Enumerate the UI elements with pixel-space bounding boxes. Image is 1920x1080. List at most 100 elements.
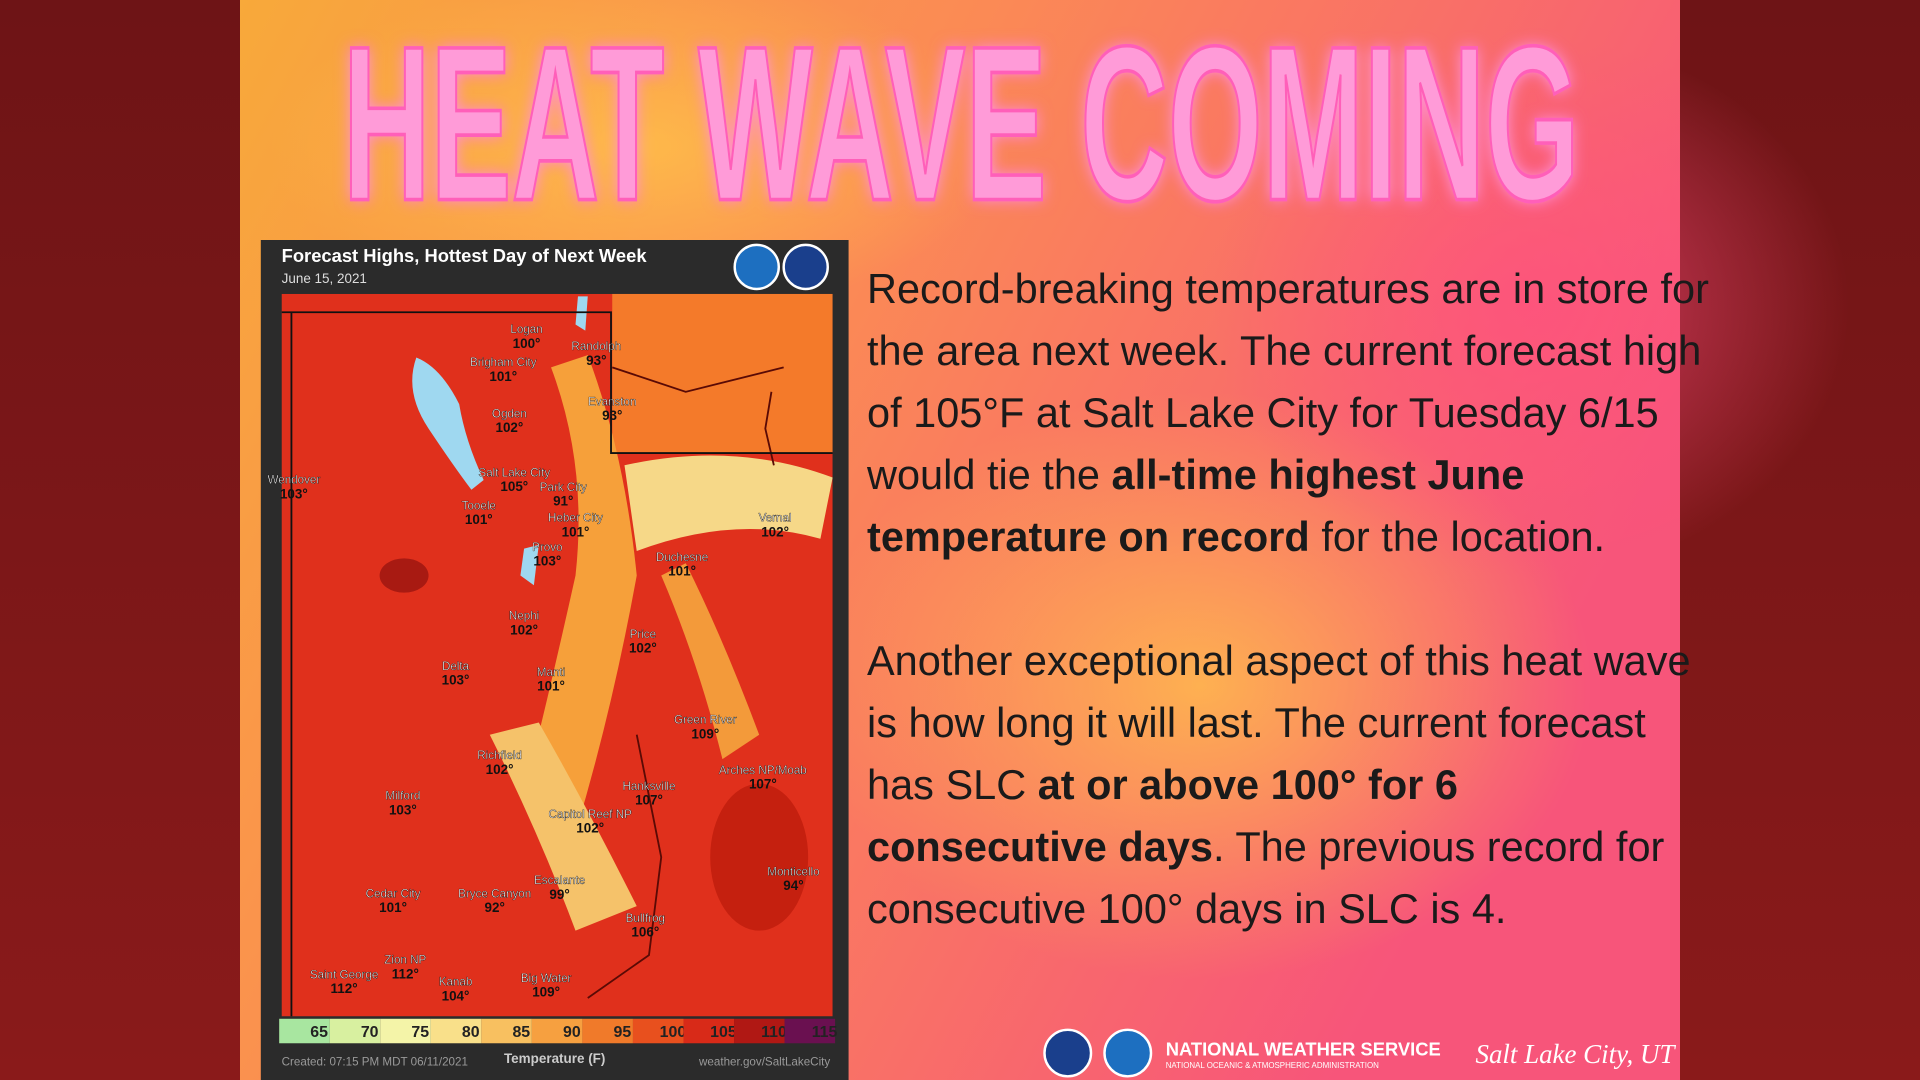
city-temp: 92° — [485, 900, 505, 915]
city-name: Bullfrog — [626, 912, 665, 925]
map-panel: Forecast Highs, Hottest Day of Next Week… — [260, 240, 849, 1080]
city-name: Kanab — [439, 976, 473, 989]
city-name: Randolph — [571, 340, 621, 353]
city-temp: 100° — [513, 336, 541, 351]
terrain — [379, 558, 429, 593]
city-name: Tooele — [462, 499, 496, 512]
emphasis: all-time highest June temperature on rec… — [867, 451, 1525, 560]
city-temp: 103° — [280, 486, 308, 501]
legend-swatch — [632, 1018, 684, 1044]
city-name: Cedar City — [366, 888, 421, 901]
body-text: Record-breaking temperatures are in stor… — [867, 258, 1709, 1002]
city-temp: 101° — [537, 679, 565, 694]
paragraph: Another exceptional aspect of this heat … — [867, 630, 1709, 940]
city-temp: 101° — [465, 512, 493, 527]
city-name: Richfield — [477, 749, 522, 762]
legend-swatch — [784, 1018, 836, 1044]
org-subtitle: NATIONAL OCEANIC & ATMOSPHERIC ADMINISTR… — [1166, 1061, 1379, 1070]
office-name: Salt Lake City, UT — [1476, 1039, 1677, 1069]
city-temp: 101° — [668, 564, 696, 579]
nws-logo — [782, 243, 829, 291]
city-temp: 109° — [691, 726, 719, 741]
legend-label: 70 — [361, 1024, 379, 1041]
city-name: Capitol Reef NP — [549, 808, 633, 821]
city-temp: 94° — [783, 878, 803, 893]
city-temp: 107° — [635, 792, 663, 807]
text-run: for the location. — [1309, 513, 1606, 560]
city-temp: 112° — [392, 966, 419, 981]
city-name: Park City — [540, 481, 587, 494]
nws-logo — [1043, 1028, 1093, 1078]
city-name: Ogden — [492, 408, 527, 421]
headline: HEAT WAVE COMING — [343, 0, 1580, 247]
city-name: Manti — [537, 666, 565, 679]
noaa-logo — [1103, 1028, 1153, 1078]
paragraph: Record-breaking temperatures are in stor… — [867, 258, 1709, 568]
map-area — [281, 293, 833, 1017]
city-temp: 91° — [553, 494, 573, 509]
emphasis: at or above 100° for 6 consecutive days — [867, 761, 1458, 870]
city-temp: 103° — [389, 802, 417, 817]
legend-swatch — [481, 1018, 532, 1044]
city-name: Delta — [442, 660, 470, 673]
legend: 65 70 75 80 85 90 95 100 105 110 115 — [279, 1018, 838, 1044]
city-name: Evanston — [588, 395, 636, 408]
city-temp: 102° — [629, 641, 657, 656]
city-name: Big Water — [521, 972, 572, 985]
city-name: Escalante — [534, 874, 585, 887]
terrain — [661, 563, 760, 760]
legend-label: 115 — [812, 1024, 838, 1041]
city-name: Duchesne — [656, 551, 708, 564]
terrain — [624, 455, 833, 552]
city-temp: 102° — [761, 524, 789, 539]
legend-label: 85 — [512, 1024, 530, 1041]
city-temp: 102° — [486, 762, 514, 777]
city-temp: 101° — [562, 524, 590, 539]
city-name: Brigham City — [470, 356, 537, 369]
text-run: Another exceptional aspect of this heat … — [867, 637, 1691, 808]
city-temp: 101° — [489, 369, 517, 384]
created-note: Created: 07:15 PM MDT 06/11/2021 — [282, 1055, 468, 1068]
legend-label: 65 — [310, 1024, 328, 1041]
city-temp: 99° — [549, 887, 569, 902]
city-name: Price — [630, 628, 657, 641]
map-title: Forecast Highs, Hottest Day of Next Week — [282, 245, 648, 266]
terrain — [612, 293, 833, 454]
city-temp: 104° — [442, 988, 470, 1003]
lake — [575, 296, 588, 331]
legend-label: 110 — [761, 1024, 787, 1041]
legend-label: 80 — [462, 1024, 480, 1041]
city-name: Salt Lake City — [478, 466, 550, 479]
city-name: Saint George — [310, 968, 379, 981]
city-temp: 112° — [331, 981, 358, 996]
city-temp: 103° — [533, 554, 561, 569]
city-temp: 105° — [500, 479, 528, 494]
legend-label: 100 — [660, 1024, 687, 1041]
legend-swatch — [329, 1018, 381, 1044]
text-run: . The previous record for consecutive 10… — [867, 823, 1665, 932]
city-temp: 93° — [586, 353, 606, 368]
city-temp: 106° — [631, 925, 659, 940]
org-name: NATIONAL WEATHER SERVICE — [1166, 1039, 1441, 1060]
city-name: Green River — [674, 714, 737, 727]
legend-swatch — [734, 1018, 785, 1044]
glow — [269, 0, 1004, 319]
source-note: weather.gov/SaltLakeCity — [698, 1055, 830, 1068]
city-name: Bryce Canyon — [458, 888, 531, 901]
noaa-logo — [733, 243, 781, 291]
city-temp: 102° — [495, 420, 523, 435]
city-name: Milford — [385, 790, 420, 803]
city-name: Logan — [510, 323, 542, 336]
lake — [412, 357, 484, 490]
legend-swatch — [430, 1018, 482, 1044]
terrain — [710, 783, 809, 931]
legend-label: 90 — [563, 1024, 581, 1041]
city-temp: 101° — [379, 900, 407, 915]
legend-swatch — [531, 1018, 583, 1044]
city-name: Wendover — [267, 474, 320, 487]
glow — [1212, 36, 1849, 576]
map-date: June 15, 2021 — [282, 271, 367, 286]
legend-swatch — [683, 1018, 735, 1044]
city-name: Zion NP — [384, 954, 426, 967]
